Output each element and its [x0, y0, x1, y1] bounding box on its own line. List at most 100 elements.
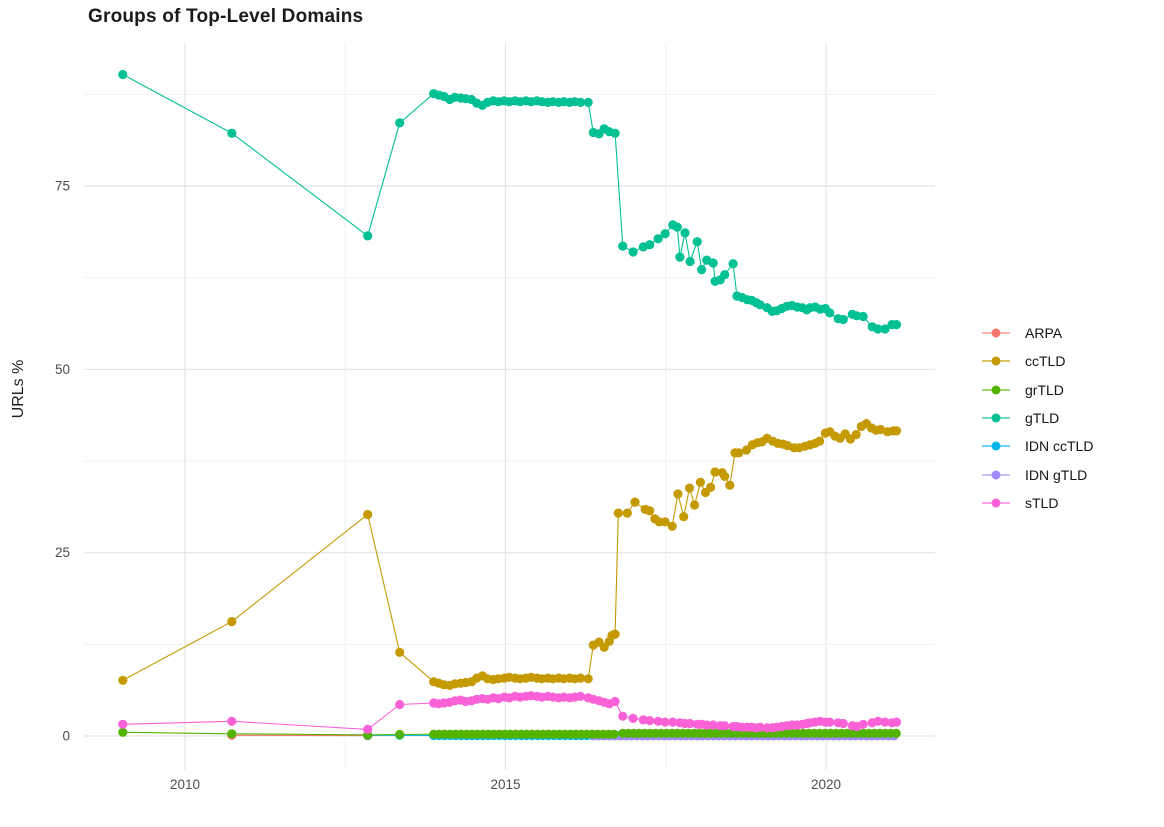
x-tick-label: 2015 [490, 777, 520, 792]
data-point-stld [825, 717, 835, 727]
series-cctld [118, 419, 902, 691]
data-point-gtld [672, 222, 682, 232]
chart-title: Groups of Top-Level Domains [88, 6, 364, 27]
legend-key-icon [982, 498, 1010, 508]
data-point-stld [668, 717, 678, 727]
data-point-cctld [667, 521, 677, 531]
data-point-cctld [630, 497, 640, 507]
data-point-stld [880, 717, 890, 727]
data-point-gtld [685, 256, 695, 267]
data-point-stld [653, 716, 663, 726]
legend-label: ARPA [1025, 325, 1063, 342]
legend-item-idn-cctld: IDN ccTLD [981, 432, 1093, 460]
data-point-cctld [363, 509, 373, 520]
data-point-gtld [118, 69, 128, 80]
data-point-stld [891, 717, 902, 727]
series-arpa [227, 730, 373, 741]
y-tick-label: 0 [62, 729, 70, 744]
data-point-gtld [645, 240, 655, 250]
x-tick-label: 2010 [170, 777, 200, 792]
data-point-gtld [675, 252, 685, 262]
data-point-cctld [575, 673, 586, 683]
data-point-gtld [575, 97, 586, 107]
legend-key-icon [982, 441, 1010, 451]
data-point-gtld [728, 259, 738, 269]
data-point-gtld [610, 128, 620, 138]
data-point-stld [708, 720, 718, 730]
series-line-cctld [122, 422, 897, 686]
data-point-gtld [873, 324, 883, 334]
data-point-gtld [692, 237, 702, 247]
legend-item-idn-gtld: IDN gTLD [981, 460, 1093, 488]
legend-label: IDN ccTLD [1025, 438, 1094, 455]
data-point-stld [395, 699, 405, 710]
y-tick-label: 50 [55, 362, 70, 377]
data-point-grtld [118, 727, 128, 737]
data-point-cctld [645, 506, 655, 516]
data-point-cctld [725, 480, 735, 490]
data-point-cctld [710, 467, 720, 477]
data-point-cctld [695, 477, 706, 487]
data-point-gtld [755, 300, 765, 310]
legend-item-cctld: ccTLD [981, 347, 1093, 375]
legend-label: gTLD [1025, 410, 1060, 427]
y-tick-label: 25 [55, 545, 70, 560]
data-point-cctld [875, 424, 886, 435]
data-point-stld [645, 716, 655, 726]
data-point-gtld [825, 308, 835, 318]
legend-key-icon [982, 385, 1010, 395]
data-point-cctld [118, 675, 128, 685]
y-tick-label: 75 [55, 179, 70, 194]
data-point-grtld [395, 729, 405, 740]
data-point-cctld [891, 426, 902, 436]
legend-key-icon [982, 470, 1010, 480]
data-point-cctld [690, 500, 700, 510]
data-point-cctld [673, 489, 683, 499]
legend-item-grtld: grTLD [981, 376, 1093, 404]
data-point-stld [858, 719, 868, 729]
series-grtld [118, 727, 901, 740]
data-point-stld [660, 717, 670, 727]
data-point-stld [227, 716, 237, 726]
data-point-gtld [880, 324, 890, 334]
data-point-gtld [395, 118, 405, 128]
data-point-grtld [227, 729, 237, 739]
data-point-cctld [679, 512, 689, 522]
data-point-cctld [734, 448, 744, 458]
legend-item-gtld: gTLD [981, 404, 1093, 432]
legend-label: ccTLD [1025, 353, 1066, 370]
legend-key-icon [982, 328, 1010, 338]
data-point-stld [702, 720, 712, 730]
data-point-stld [575, 691, 586, 702]
data-point-gtld [618, 241, 628, 251]
series-line-gtld [122, 74, 897, 330]
data-point-grtld [609, 729, 619, 739]
data-point-stld [685, 718, 695, 729]
legend-label: grTLD [1025, 381, 1064, 398]
data-point-cctld [660, 517, 670, 527]
data-point-stld [610, 696, 620, 707]
data-point-cctld [720, 471, 730, 481]
data-point-gtld [227, 128, 237, 138]
data-point-gtld [858, 311, 868, 322]
data-point-stld [755, 722, 765, 732]
legend-item-arpa: ARPA [981, 319, 1093, 347]
x-tick-label: 2020 [811, 777, 841, 792]
data-point-stld [618, 711, 628, 721]
data-point-gtld [891, 320, 902, 330]
data-point-gtld [720, 270, 730, 280]
data-point-cctld [583, 674, 593, 684]
data-point-cctld [227, 617, 237, 627]
legend-label: sTLD [1025, 494, 1059, 511]
data-point-cctld [815, 436, 825, 446]
data-point-stld [720, 721, 730, 731]
data-point-cctld [613, 508, 623, 518]
data-point-gtld [708, 258, 718, 268]
data-point-cctld [851, 430, 861, 440]
data-point-gtld [628, 247, 638, 257]
data-point-cctld [610, 629, 620, 639]
legend-item-stld: sTLD [981, 489, 1093, 517]
data-point-gtld [838, 314, 848, 325]
data-point-cctld [706, 482, 716, 492]
